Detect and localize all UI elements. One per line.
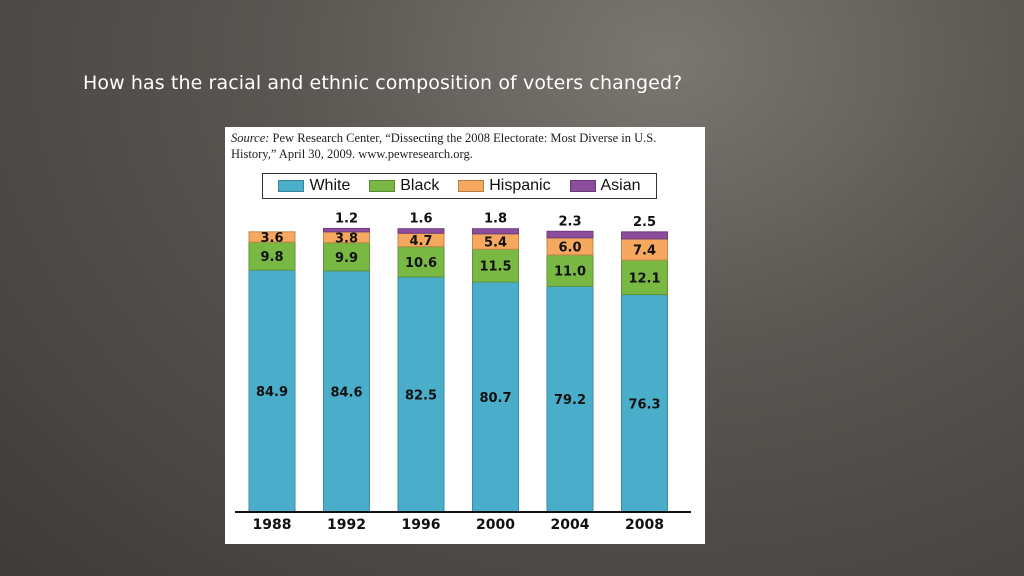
data-label-black-2000: 11.5: [479, 260, 511, 275]
legend-swatch-white: [278, 180, 305, 192]
data-label-asian-2008: 2.5: [633, 215, 656, 230]
legend-item-black: Black: [369, 177, 439, 195]
x-tick-label-1996: 1996: [402, 517, 441, 533]
data-label-white-1996: 82.5: [405, 388, 437, 403]
legend-swatch-black: [369, 180, 396, 192]
data-label-hispanic-2000: 5.4: [484, 236, 507, 251]
data-label-black-1992: 9.9: [335, 251, 358, 266]
bar-asian-1996: [397, 228, 445, 234]
legend-label-asian: Asian: [600, 177, 641, 194]
data-label-asian-2004: 2.3: [558, 214, 581, 229]
bar-asian-2004: [546, 230, 594, 239]
data-label-asian-1996: 1.6: [409, 212, 432, 227]
legend-label-black: Black: [400, 177, 440, 194]
legend-label-white: White: [309, 177, 351, 194]
data-label-hispanic-2004: 6.0: [558, 240, 581, 255]
bar-black-2004: [546, 254, 594, 287]
data-label-black-2004: 11.0: [554, 265, 586, 280]
bar-hispanic-1988: [248, 231, 296, 243]
bar-asian-2008: [621, 231, 668, 240]
legend-item-white: White: [278, 177, 350, 195]
bar-black-1988: [248, 241, 296, 271]
bar-white-2000: [472, 281, 519, 513]
chart-legend: White Black Hispanic Asian: [262, 173, 657, 199]
bar-asian-2000: [472, 228, 519, 235]
data-label-white-2000: 80.7: [479, 391, 511, 406]
data-label-white-1988: 84.9: [256, 385, 288, 400]
data-label-black-1988: 9.8: [260, 250, 283, 265]
bar-white-2008: [621, 294, 668, 513]
data-label-white-1992: 84.6: [330, 385, 362, 400]
data-label-hispanic-2008: 7.4: [633, 244, 656, 259]
bar-black-2000: [472, 248, 519, 283]
x-tick-label-2008: 2008: [625, 517, 664, 533]
legend-label-hispanic: Hispanic: [489, 177, 551, 194]
x-tick-label-2000: 2000: [476, 517, 515, 533]
legend-item-hispanic: Hispanic: [458, 177, 551, 195]
data-label-asian-2000: 1.8: [484, 212, 507, 227]
chart-panel: Source: Pew Research Center, “Dissecting…: [225, 127, 705, 544]
stacked-bar-chart: 84.9 9.8 3.6 1988 84.6 9.9 3.8 1.2 1992 82.5 10.6 4…: [235, 211, 691, 533]
bar-white-1992: [323, 270, 370, 513]
legend-swatch-asian: [569, 180, 596, 192]
data-label-white-2004: 79.2: [554, 393, 586, 408]
source-text: Pew Research Center, “Dissecting the 200…: [231, 131, 657, 161]
legend-swatch-hispanic: [458, 180, 485, 192]
data-label-asian-1992: 1.2: [335, 211, 358, 226]
x-tick-label-2004: 2004: [551, 517, 590, 533]
data-label-hispanic-1992: 3.8: [335, 231, 358, 246]
source-label: Source:: [231, 131, 270, 145]
bar-black-1992: [323, 242, 370, 272]
bar-asian-1992: [323, 227, 370, 233]
x-tick-label-1988: 1988: [253, 517, 292, 533]
slide-title: How has the racial and ethnic compositio…: [83, 72, 683, 94]
bar-white-2004: [546, 285, 594, 513]
bar-white-1996: [397, 276, 445, 513]
data-label-hispanic-1988: 3.6: [260, 231, 283, 246]
data-label-black-2008: 12.1: [628, 271, 660, 286]
data-label-white-2008: 76.3: [628, 397, 660, 412]
legend-item-asian: Asian: [569, 177, 641, 195]
data-label-black-1996: 10.6: [405, 256, 437, 271]
data-label-hispanic-1996: 4.7: [409, 234, 432, 249]
chart-source: Source: Pew Research Center, “Dissecting…: [231, 130, 701, 162]
x-tick-label-1992: 1992: [327, 517, 366, 533]
bar-black-1996: [397, 246, 445, 278]
